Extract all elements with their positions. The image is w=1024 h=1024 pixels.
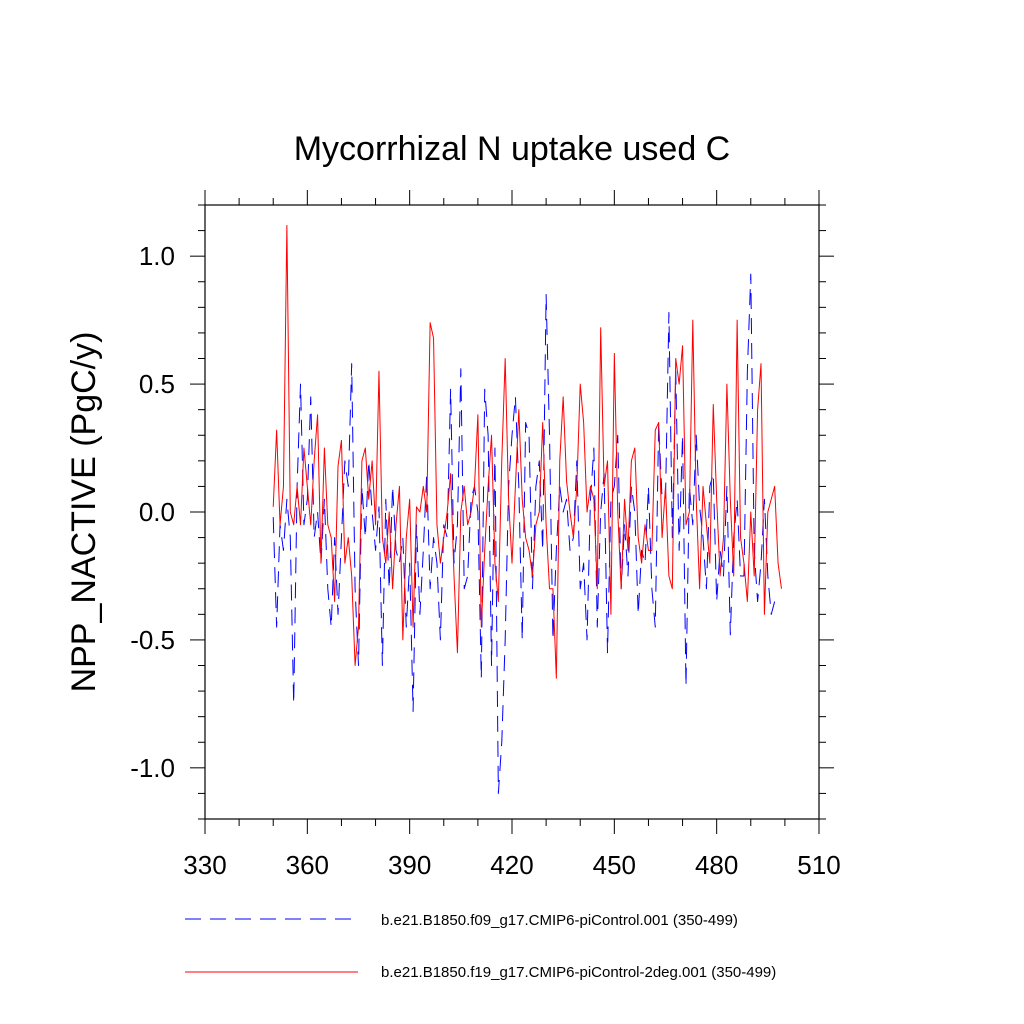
series-line-2: [272, 224, 782, 679]
y-tick-label: -0.5: [130, 625, 175, 655]
y-tick-label: 0.5: [139, 369, 175, 399]
legend: b.e21.B1850.f09_g17.CMIP6-piControl.001 …: [185, 912, 776, 981]
y-tick-label: 1.0: [139, 241, 175, 271]
y-axis: -1.0 -0.5 0.0 0.5 1.0: [130, 204, 834, 820]
x-tick-label: 510: [797, 850, 840, 880]
chart-title: Mycorrhizal N uptake used C: [294, 130, 731, 168]
legend-label-series-2: b.e21.B1850.f19_g17.CMIP6-piControl-2deg…: [381, 964, 776, 981]
x-tick-label: 330: [183, 850, 226, 880]
x-axis: 330 360 390 420 450 480 510: [183, 190, 841, 880]
x-tick-label: 360: [286, 850, 329, 880]
y-tick-label: 0.0: [139, 497, 175, 527]
y-tick-label: -1.0: [130, 753, 175, 783]
x-tick-label: 420: [490, 850, 533, 880]
series-layer: [272, 224, 782, 794]
x-tick-label: 480: [695, 850, 738, 880]
series-line-1: [272, 273, 776, 794]
y-axis-label: NPP_NACTIVE (PgC/y): [65, 332, 103, 693]
legend-label-series-1: b.e21.B1850.f09_g17.CMIP6-piControl.001 …: [381, 912, 738, 929]
x-tick-label: 390: [388, 850, 431, 880]
x-tick-label: 450: [593, 850, 636, 880]
